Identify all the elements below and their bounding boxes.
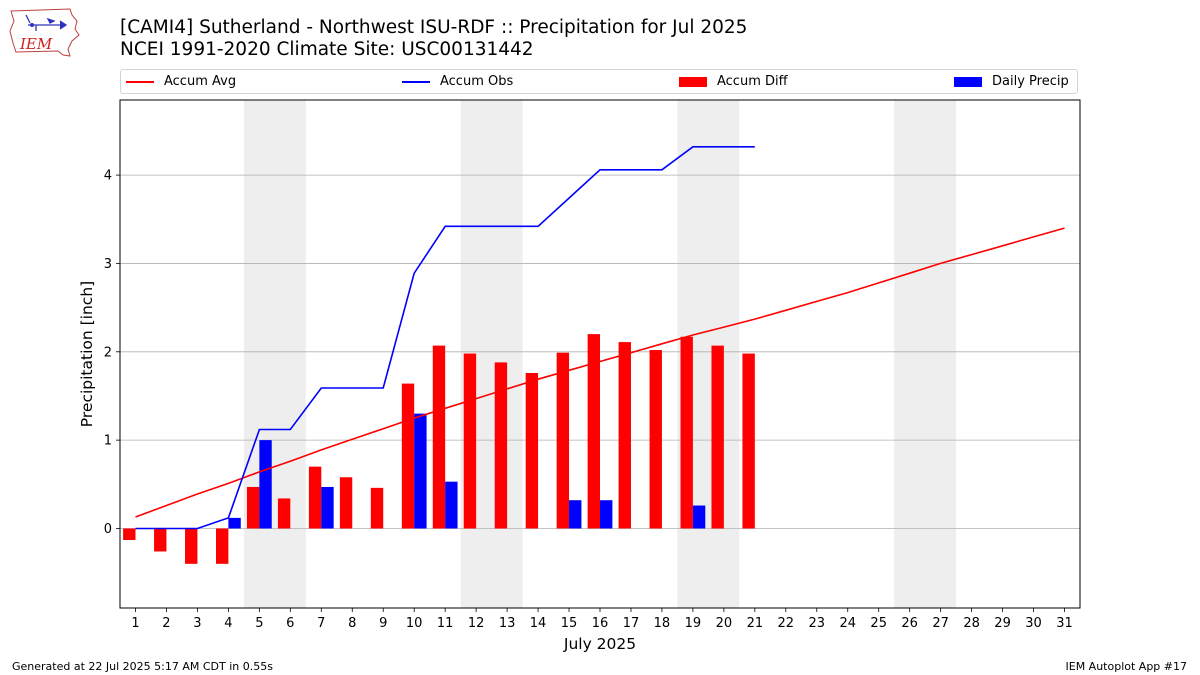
x-tick-label: 1 (131, 616, 139, 631)
x-tick-label: 28 (963, 616, 980, 631)
x-tick-label: 30 (1025, 616, 1042, 631)
legend-label-accum-diff: Accum Diff (717, 74, 788, 89)
bar-daily-precip (321, 486, 334, 529)
bar-daily-precip (600, 500, 613, 529)
x-tick-label: 31 (1056, 616, 1073, 631)
x-tick-label: 4 (224, 616, 232, 631)
bar-accum-diff (649, 350, 662, 529)
bar-accum-diff (587, 334, 600, 529)
legend-item-daily-precip: Daily Precip (954, 70, 1069, 93)
x-tick-label: 10 (406, 616, 423, 631)
bar-daily-precip (228, 517, 241, 529)
x-tick-label: 17 (623, 616, 640, 631)
bar-accum-diff (216, 528, 229, 564)
x-tick-label: 15 (561, 616, 578, 631)
x-tick-label: 6 (286, 616, 294, 631)
line-accum-obs (135, 146, 755, 530)
weekend-shading (894, 100, 957, 608)
x-tick-label: 21 (747, 616, 764, 631)
x-tick-label: 14 (530, 616, 547, 631)
y-tick-label: 1 (104, 434, 112, 449)
bar-accum-diff (123, 528, 136, 540)
legend-label-daily-precip: Daily Precip (992, 74, 1069, 89)
x-tick-label: 18 (654, 616, 671, 631)
bar-daily-precip (414, 413, 427, 529)
bar-accum-diff (401, 383, 415, 529)
bar-accum-diff (711, 345, 724, 529)
legend: Accum Avg Accum Obs Accum Diff Daily Pre… (120, 69, 1078, 94)
app-note: IEM Autoplot App #17 (1065, 660, 1188, 673)
bar-accum-diff (494, 362, 508, 529)
y-axis-label: Precipitation [inch] (78, 281, 96, 427)
bar-daily-precip (692, 505, 706, 529)
bar-accum-diff (525, 372, 539, 529)
x-tick-label: 5 (255, 616, 263, 631)
y-tick-label: 2 (104, 345, 112, 360)
x-tick-label: 26 (901, 616, 918, 631)
iem-logo: IEM (9, 8, 80, 57)
bar-daily-precip (569, 500, 582, 529)
bar-accum-diff (370, 487, 384, 529)
bar-accum-diff (463, 353, 477, 529)
legend-swatch-accum-diff (679, 76, 707, 87)
weather-vane-icon (25, 14, 68, 31)
bar-accum-diff (556, 352, 570, 529)
bar-accum-diff (742, 353, 755, 529)
legend-label-accum-obs: Accum Obs (440, 74, 514, 89)
legend-swatch-daily-precip (954, 76, 982, 87)
bar-accum-diff (308, 466, 322, 529)
legend-item-accum-diff: Accum Diff (679, 70, 788, 93)
legend-label-accum-avg: Accum Avg (164, 74, 237, 89)
legend-swatch-accum-avg (126, 80, 154, 83)
chart-title: [CAMI4] Sutherland - Northwest ISU-RDF :… (120, 17, 747, 61)
x-tick-label: 8 (348, 616, 356, 631)
bar-accum-diff (680, 336, 693, 529)
y-tick-label: 0 (104, 522, 112, 537)
x-tick-label: 2 (162, 616, 170, 631)
x-tick-label: 27 (932, 616, 949, 631)
bar-daily-precip (259, 440, 272, 529)
legend-item-accum-avg: Accum Avg (126, 70, 236, 93)
x-tick-label: 22 (778, 616, 795, 631)
title-line-1: [CAMI4] Sutherland - Northwest ISU-RDF :… (120, 17, 748, 38)
bar-accum-diff (618, 342, 631, 529)
x-tick-label: 19 (685, 616, 702, 631)
x-tick-label: 25 (870, 616, 887, 631)
bar-daily-precip (445, 481, 458, 529)
y-tick-label: 4 (104, 169, 112, 184)
bar-accum-diff (185, 528, 198, 564)
x-tick-label: 29 (994, 616, 1011, 631)
generated-note: Generated at 22 Jul 2025 5:17 AM CDT in … (12, 660, 273, 673)
line-accum-avg (135, 227, 1065, 518)
x-tick-label: 9 (379, 616, 387, 631)
x-tick-label: 16 (592, 616, 609, 631)
x-tick-label: 7 (317, 616, 325, 631)
legend-item-accum-obs: Accum Obs (402, 70, 513, 93)
y-tick-label: 3 (104, 257, 112, 272)
x-tick-label: 20 (716, 616, 733, 631)
title-line-2: NCEI 1991-2020 Climate Site: USC00131442 (120, 39, 534, 60)
legend-swatch-accum-obs (402, 80, 430, 83)
x-tick-label: 12 (468, 616, 485, 631)
x-tick-label: 23 (809, 616, 826, 631)
x-tick-label: 3 (193, 616, 201, 631)
x-tick-label: 13 (499, 616, 516, 631)
x-axis-label: July 2025 (563, 635, 636, 653)
bar-accum-diff (277, 498, 291, 529)
bar-accum-diff (339, 477, 353, 529)
logo-text: IEM (19, 35, 53, 53)
weekend-shading (243, 100, 306, 608)
x-tick-label: 24 (839, 616, 856, 631)
iowa-state-outline (9, 8, 80, 57)
bar-accum-diff (246, 486, 260, 529)
bar-accum-diff (432, 345, 446, 529)
bar-accum-diff (154, 528, 167, 552)
x-tick-label: 11 (437, 616, 454, 631)
